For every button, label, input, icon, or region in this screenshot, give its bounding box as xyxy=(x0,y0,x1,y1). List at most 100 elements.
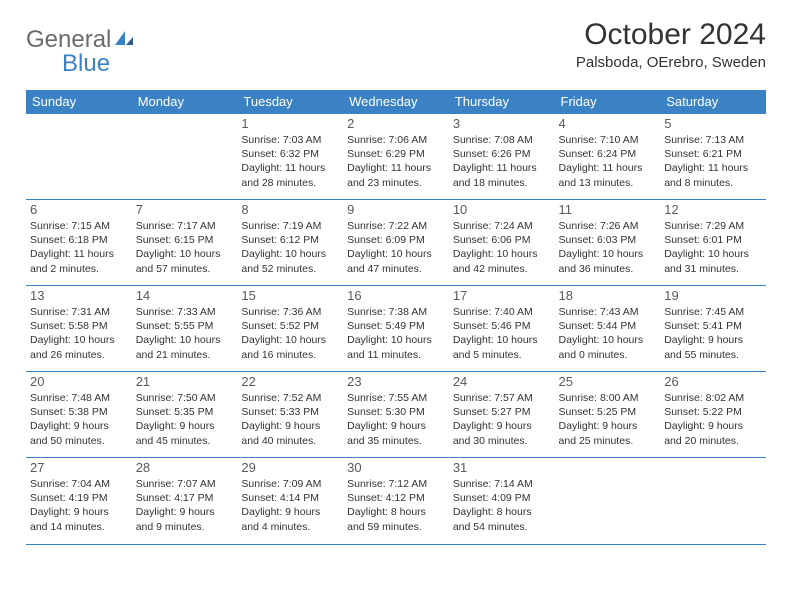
day-number: 1 xyxy=(241,116,339,131)
day-number: 26 xyxy=(664,374,762,389)
day-cell: 15 Sunrise: 7:36 AMSunset: 5:52 PMDayligh… xyxy=(237,286,343,372)
empty-cell xyxy=(660,458,766,544)
day-details: Sunrise: 7:45 AMSunset: 5:41 PMDaylight:… xyxy=(664,305,762,362)
empty-cell xyxy=(26,114,132,200)
day-number: 27 xyxy=(30,460,128,475)
day-details: Sunrise: 7:13 AMSunset: 6:21 PMDaylight:… xyxy=(664,133,762,190)
day-number: 10 xyxy=(453,202,551,217)
sail-icon xyxy=(113,26,135,54)
day-cell: 22Sunrise: 7:52 AMSunset: 5:33 PMDayligh… xyxy=(237,372,343,458)
day-details: Sunrise: 7:26 AMSunset: 6:03 PMDaylight:… xyxy=(559,219,657,276)
day-details: Sunrise: 7:07 AMSunset: 4:17 PMDaylight:… xyxy=(136,477,234,534)
day-number: 19 xyxy=(664,288,762,303)
day-details: Sunrise: 7:14 AMSunset: 4:09 PMDaylight:… xyxy=(453,477,551,534)
day-details: Sunrise: 8:02 AMSunset: 5:22 PMDaylight:… xyxy=(664,391,762,448)
day-details: Sunrise: 7:08 AMSunset: 6:26 PMDaylight:… xyxy=(453,133,551,190)
day-cell: 1Sunrise: 7:03 AMSunset: 6:32 PMDaylight… xyxy=(237,114,343,200)
day-cell: 30Sunrise: 7:12 AMSunset: 4:12 PMDayligh… xyxy=(343,458,449,544)
day-details: Sunrise: 7:31 AMSunset: 5:58 PMDaylight:… xyxy=(30,305,128,362)
day-header: Friday xyxy=(555,90,661,114)
day-details: Sunrise: 7:38 AMSunset: 5:49 PMDaylight:… xyxy=(347,305,445,362)
day-header: Wednesday xyxy=(343,90,449,114)
day-cell: 23 Sunrise: 7:55 AMSunset: 5:30 PMDayligh… xyxy=(343,372,449,458)
empty-cell xyxy=(555,458,661,544)
day-details: Sunrise: 7:40 AMSunset: 5:46 PMDaylight:… xyxy=(453,305,551,362)
day-details: Sunrise: 7:09 AMSunset: 4:14 PMDaylight:… xyxy=(241,477,339,534)
day-number: 4 xyxy=(559,116,657,131)
day-header: Monday xyxy=(132,90,238,114)
day-number: 20 xyxy=(30,374,128,389)
footer-rule xyxy=(26,544,766,545)
day-cell: 4Sunrise: 7:10 AMSunset: 6:24 PMDaylight… xyxy=(555,114,661,200)
day-details: Sunrise: 7:57 AMSunset: 5:27 PMDaylight:… xyxy=(453,391,551,448)
table-row: 27Sunrise: 7:04 AMSunset: 4:19 PMDayligh… xyxy=(26,458,766,544)
day-number: 12 xyxy=(664,202,762,217)
day-cell: 24 Sunrise: 7:57 AMSunset: 5:27 PMDayligh… xyxy=(449,372,555,458)
table-row: 13 Sunrise: 7:31 AMSunset: 5:58 PMDayligh… xyxy=(26,286,766,372)
day-number: 8 xyxy=(241,202,339,217)
day-number: 18 xyxy=(559,288,657,303)
day-number: 3 xyxy=(453,116,551,131)
day-details: Sunrise: 7:17 AMSunset: 6:15 PMDaylight:… xyxy=(136,219,234,276)
day-number: 5 xyxy=(664,116,762,131)
day-number: 13 xyxy=(30,288,128,303)
day-number: 25 xyxy=(559,374,657,389)
day-cell: 20 Sunrise: 7:48 AMSunset: 5:38 PMDayligh… xyxy=(26,372,132,458)
day-cell: 11 Sunrise: 7:26 AMSunset: 6:03 PMDayligh… xyxy=(555,200,661,286)
day-details: Sunrise: 8:00 AMSunset: 5:25 PMDaylight:… xyxy=(559,391,657,448)
day-number: 14 xyxy=(136,288,234,303)
day-header: Thursday xyxy=(449,90,555,114)
day-cell: 10 Sunrise: 7:24 AMSunset: 6:06 PMDayligh… xyxy=(449,200,555,286)
day-number: 15 xyxy=(241,288,339,303)
day-number: 17 xyxy=(453,288,551,303)
day-cell: 21Sunrise: 7:50 AMSunset: 5:35 PMDayligh… xyxy=(132,372,238,458)
calendar-body: 1Sunrise: 7:03 AMSunset: 6:32 PMDaylight… xyxy=(26,114,766,544)
day-cell: 12 Sunrise: 7:29 AMSunset: 6:01 PMDayligh… xyxy=(660,200,766,286)
day-cell: 31 Sunrise: 7:14 AMSunset: 4:09 PMDayligh… xyxy=(449,458,555,544)
day-cell: 16Sunrise: 7:38 AMSunset: 5:49 PMDayligh… xyxy=(343,286,449,372)
day-number: 23 xyxy=(347,374,445,389)
day-details: Sunrise: 7:24 AMSunset: 6:06 PMDaylight:… xyxy=(453,219,551,276)
empty-cell xyxy=(132,114,238,200)
day-details: Sunrise: 7:36 AMSunset: 5:52 PMDaylight:… xyxy=(241,305,339,362)
page-title: October 2024 xyxy=(576,18,766,52)
day-details: Sunrise: 7:19 AMSunset: 6:12 PMDaylight:… xyxy=(241,219,339,276)
day-number: 11 xyxy=(559,202,657,217)
day-header-row: SundayMondayTuesdayWednesdayThursdayFrid… xyxy=(26,90,766,114)
day-number: 29 xyxy=(241,460,339,475)
day-number: 9 xyxy=(347,202,445,217)
table-row: 6Sunrise: 7:15 AMSunset: 6:18 PMDaylight… xyxy=(26,200,766,286)
day-cell: 6Sunrise: 7:15 AMSunset: 6:18 PMDaylight… xyxy=(26,200,132,286)
day-cell: 18Sunrise: 7:43 AMSunset: 5:44 PMDayligh… xyxy=(555,286,661,372)
day-cell: 9 Sunrise: 7:22 AMSunset: 6:09 PMDaylight… xyxy=(343,200,449,286)
day-cell: 14 Sunrise: 7:33 AMSunset: 5:55 PMDayligh… xyxy=(132,286,238,372)
table-row: 20 Sunrise: 7:48 AMSunset: 5:38 PMDayligh… xyxy=(26,372,766,458)
location-label: Palsboda, OErebro, Sweden xyxy=(576,54,766,71)
header: GeneralBlue October 2024 Palsboda, OEreb… xyxy=(26,18,766,78)
day-number: 24 xyxy=(453,374,551,389)
day-details: Sunrise: 7:55 AMSunset: 5:30 PMDaylight:… xyxy=(347,391,445,448)
day-header: Sunday xyxy=(26,90,132,114)
day-cell: 28 Sunrise: 7:07 AMSunset: 4:17 PMDayligh… xyxy=(132,458,238,544)
day-number: 28 xyxy=(136,460,234,475)
day-number: 30 xyxy=(347,460,445,475)
title-block: October 2024 Palsboda, OErebro, Sweden xyxy=(576,18,766,71)
day-details: Sunrise: 7:15 AMSunset: 6:18 PMDaylight:… xyxy=(30,219,128,276)
day-details: Sunrise: 7:52 AMSunset: 5:33 PMDaylight:… xyxy=(241,391,339,448)
day-header: Tuesday xyxy=(237,90,343,114)
logo-word1: General xyxy=(26,26,111,53)
day-details: Sunrise: 7:48 AMSunset: 5:38 PMDaylight:… xyxy=(30,391,128,448)
day-cell: 17 Sunrise: 7:40 AMSunset: 5:46 PMDayligh… xyxy=(449,286,555,372)
day-details: Sunrise: 7:22 AMSunset: 6:09 PMDaylight:… xyxy=(347,219,445,276)
day-header: Saturday xyxy=(660,90,766,114)
day-cell: 19 Sunrise: 7:45 AMSunset: 5:41 PMDayligh… xyxy=(660,286,766,372)
day-number: 2 xyxy=(347,116,445,131)
day-details: Sunrise: 7:33 AMSunset: 5:55 PMDaylight:… xyxy=(136,305,234,362)
logo-word2: Blue xyxy=(62,50,135,78)
calendar-table: SundayMondayTuesdayWednesdayThursdayFrid… xyxy=(26,90,766,544)
day-details: Sunrise: 7:50 AMSunset: 5:35 PMDaylight:… xyxy=(136,391,234,448)
day-cell: 7Sunrise: 7:17 AMSunset: 6:15 PMDaylight… xyxy=(132,200,238,286)
day-details: Sunrise: 7:29 AMSunset: 6:01 PMDaylight:… xyxy=(664,219,762,276)
day-cell: 26 Sunrise: 8:02 AMSunset: 5:22 PMDayligh… xyxy=(660,372,766,458)
day-number: 31 xyxy=(453,460,551,475)
